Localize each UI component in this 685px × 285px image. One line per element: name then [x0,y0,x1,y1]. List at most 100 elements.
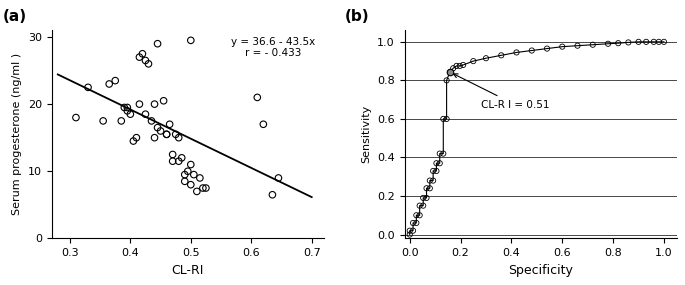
Point [640,40,651,44]
Point [119,105,129,110]
Point [186,38,197,43]
Point [161,132,172,137]
Point [434,151,445,156]
Point [131,135,142,140]
Point [152,125,163,130]
Point [542,46,553,51]
Point [186,182,197,187]
Point [438,117,449,121]
Point [414,213,425,217]
Point [411,213,422,217]
Point [161,132,172,137]
Point [648,40,659,44]
Point [612,41,623,46]
Point [134,102,145,106]
Point [424,186,435,191]
Point [103,82,114,86]
Point [587,42,598,47]
Point [445,70,456,74]
Point [83,85,94,89]
Point [98,119,109,123]
Point [140,112,151,117]
Point [110,78,121,83]
Point [273,176,284,180]
Point [191,189,202,194]
Point [448,66,459,70]
Point [164,122,175,127]
Point [441,117,452,121]
Point [179,172,190,177]
Point [557,44,568,49]
Point [404,232,415,237]
Point [137,52,148,56]
Point [418,203,429,208]
Point [411,221,422,225]
Point [140,58,151,63]
Point [252,95,263,100]
Point [179,179,190,184]
Point [408,221,419,225]
Point [170,132,181,137]
Point [572,43,583,48]
Point [201,186,212,190]
Point [653,40,664,44]
Point [445,70,456,74]
Point [424,178,435,183]
Point [134,55,145,59]
Y-axis label: Sensitivity: Sensitivity [362,105,372,164]
Point [431,161,442,166]
Point [182,169,193,174]
Point [431,169,442,173]
Point [427,169,438,173]
Y-axis label: Serum progesterone (ng/ml ): Serum progesterone (ng/ml ) [12,53,23,215]
Text: CL-R I = 0.51: CL-R I = 0.51 [453,74,549,110]
Point [167,152,178,157]
X-axis label: Specificity: Specificity [508,264,573,277]
Point [603,42,614,46]
Point [197,186,208,190]
Point [116,119,127,123]
Point [480,56,491,60]
Text: y = 36.6 - 43.5x
r = - 0.433: y = 36.6 - 43.5x r = - 0.433 [232,36,316,58]
Point [658,40,669,44]
Point [434,161,445,166]
Point [146,119,157,123]
X-axis label: CL-RI: CL-RI [171,264,204,277]
Point [526,48,537,53]
Point [421,196,432,200]
Point [468,59,479,63]
Point [408,228,419,233]
Point [143,62,154,66]
Point [421,186,432,191]
Point [125,112,136,117]
Text: (a): (a) [3,9,27,25]
Point [122,105,133,110]
Point [152,41,163,46]
Point [454,64,465,68]
Point [441,78,452,83]
Point [458,63,469,67]
Point [176,156,187,160]
Point [71,115,82,120]
Point [418,196,429,200]
Point [149,135,160,140]
Point [511,50,522,55]
Point [155,129,166,133]
Point [173,159,184,164]
Point [404,228,415,233]
Point [414,203,425,208]
Point [149,102,160,106]
Point [186,162,197,167]
Point [258,122,269,127]
Point [623,40,634,45]
Point [267,192,278,197]
Point [158,99,169,103]
Point [451,64,462,68]
Text: (b): (b) [345,9,369,25]
Point [167,159,178,164]
Point [188,172,199,177]
Point [633,40,644,44]
Point [427,178,438,183]
Point [195,176,206,180]
Point [173,135,184,140]
